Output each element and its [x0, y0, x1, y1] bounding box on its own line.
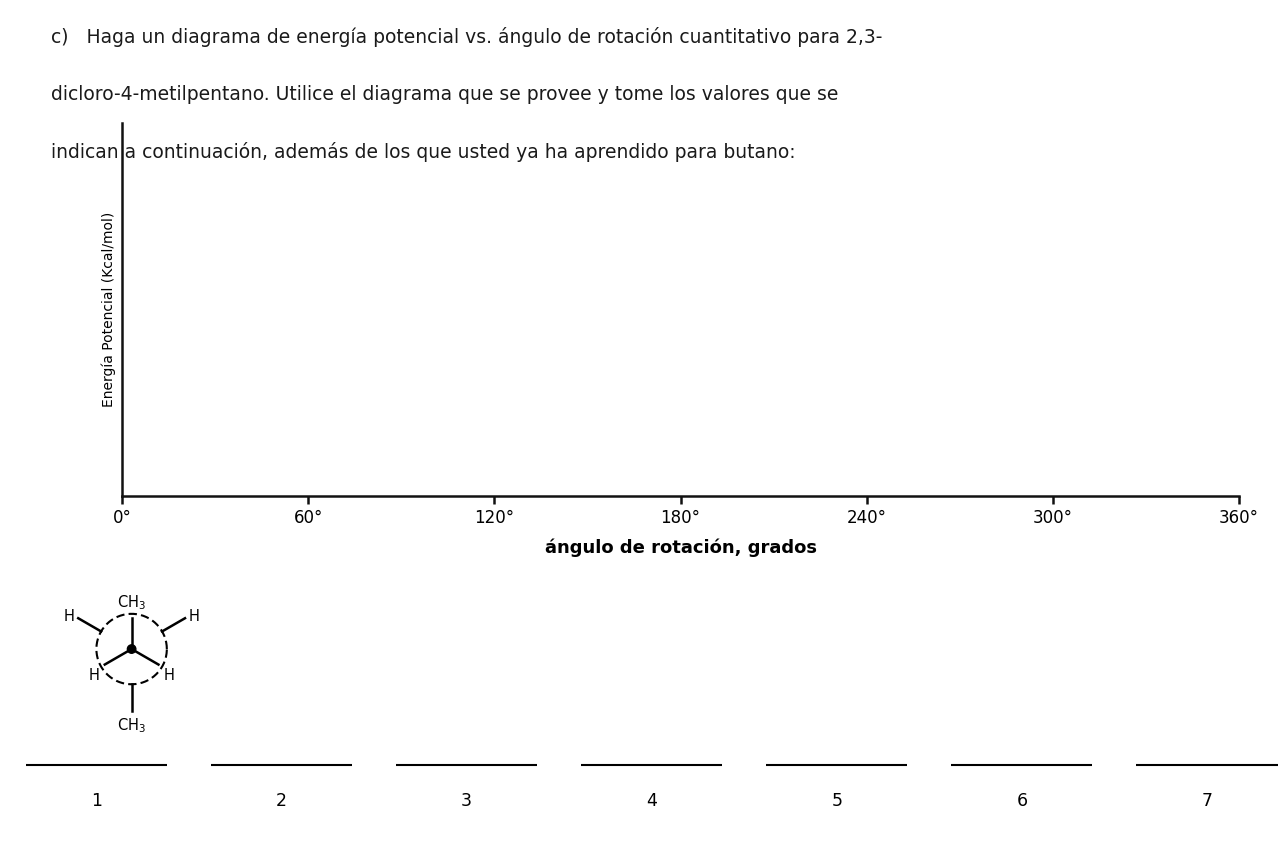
Text: 3: 3	[461, 792, 473, 811]
Text: 6: 6	[1017, 792, 1027, 811]
Text: dicloro-4-metilpentano. Utilice el diagrama que se provee y tome los valores que: dicloro-4-metilpentano. Utilice el diagr…	[51, 85, 838, 103]
X-axis label: ángulo de rotación, grados: ángulo de rotación, grados	[544, 538, 817, 557]
Text: 2: 2	[276, 792, 286, 811]
Text: CH$_3$: CH$_3$	[117, 593, 146, 611]
Text: H: H	[64, 609, 74, 624]
Text: 7: 7	[1202, 792, 1212, 811]
Text: 1: 1	[91, 792, 101, 811]
Text: 5: 5	[831, 792, 842, 811]
Text: CH$_3$: CH$_3$	[117, 716, 146, 734]
Text: 4: 4	[646, 792, 657, 811]
Text: H: H	[189, 609, 199, 624]
Y-axis label: Energía Potencial (Kcal/mol): Energía Potencial (Kcal/mol)	[101, 212, 117, 407]
Text: H: H	[164, 668, 175, 683]
Circle shape	[127, 644, 136, 653]
Text: H: H	[89, 668, 99, 683]
Text: indican a continuación, además de los que usted ya ha aprendido para butano:: indican a continuación, además de los qu…	[51, 142, 796, 163]
Text: c)   Haga un diagrama de energía potencial vs. ángulo de rotación cuantitativo p: c) Haga un diagrama de energía potencial…	[51, 27, 882, 47]
